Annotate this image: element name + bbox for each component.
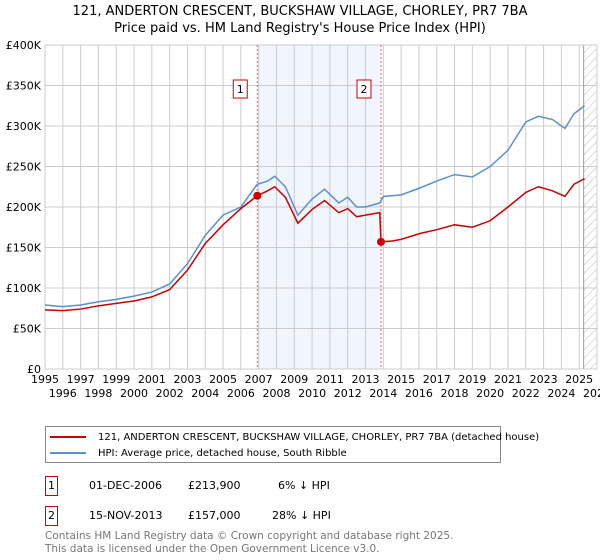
sale-point <box>377 237 386 246</box>
y-tick-label: £350K <box>6 80 42 93</box>
footer-line: This data is licensed under the Open Gov… <box>45 543 380 555</box>
sale-hpi-diff: 6% ↓ HPI <box>278 479 330 492</box>
x-tick-label: 2021 <box>494 373 522 386</box>
x-tick-label: 2002 <box>156 387 184 400</box>
x-tick-label: 2023 <box>530 373 558 386</box>
sale-point <box>253 191 262 200</box>
x-tick-label: 2007 <box>245 373 273 386</box>
legend-item-property: 121, ANDERTON CRESCENT, BUCKSHAW VILLAGE… <box>46 429 539 445</box>
legend-label: HPI: Average price, detached house, Sout… <box>98 447 347 459</box>
x-tick-label: 1995 <box>31 373 59 386</box>
sale-hpi-diff: 28% ↓ HPI <box>272 509 331 522</box>
x-tick-label: 2016 <box>405 387 433 400</box>
legend-swatch <box>50 436 86 438</box>
x-tick-label: 2015 <box>387 373 415 386</box>
legend-label: 121, ANDERTON CRESCENT, BUCKSHAW VILLAGE… <box>98 431 540 443</box>
chart-title: 121, ANDERTON CRESCENT, BUCKSHAW VILLAGE… <box>0 3 600 37</box>
y-tick-label: £50K <box>13 323 42 336</box>
sale-date: 01-DEC-2006 <box>89 479 163 492</box>
x-tick-label: 2014 <box>369 387 397 400</box>
x-tick-label: 2018 <box>441 387 469 400</box>
plot-area: 1995199619971998199920002001200220032004… <box>6 39 600 400</box>
sale-price: £213,900 <box>188 479 241 492</box>
sale-price: £157,000 <box>188 509 241 522</box>
footer-line: Contains HM Land Registry data © Crown c… <box>45 530 454 542</box>
sale-box-label: 2 <box>361 83 368 96</box>
legend: 121, ANDERTON CRESCENT, BUCKSHAW VILLAGE… <box>45 426 539 463</box>
x-tick-label: 2013 <box>352 373 380 386</box>
title-line: 121, ANDERTON CRESCENT, BUCKSHAW VILLAGE… <box>72 4 528 19</box>
x-tick-label: 2008 <box>262 387 290 400</box>
x-tick-label: 2012 <box>334 387 362 400</box>
series-line-property <box>44 177 585 312</box>
x-tick-label: 2003 <box>173 373 201 386</box>
x-tick-label: 2022 <box>512 387 540 400</box>
y-tick-label: £0 <box>27 363 41 376</box>
x-tick-label: 2001 <box>138 373 166 386</box>
x-tick-label: 2010 <box>298 387 326 400</box>
x-tick-label: 2006 <box>227 387 255 400</box>
series-line-hpi <box>44 105 585 308</box>
subtitle-line: Price paid vs. HM Land Registry's House … <box>114 21 486 36</box>
y-tick-label: £400K <box>6 39 42 52</box>
y-tick-label: £200K <box>6 201 42 214</box>
x-tick-label: 2025 <box>565 373 593 386</box>
x-tick-label: 1996 <box>49 387 77 400</box>
x-tick-label: 1999 <box>102 373 130 386</box>
x-tick-label: 2000 <box>120 387 148 400</box>
sale-box <box>232 79 248 99</box>
x-tick-label: 2009 <box>280 373 308 386</box>
y-tick-label: £300K <box>6 120 42 133</box>
x-tick-label: 2005 <box>209 373 237 386</box>
sale-marker-label: 1 <box>45 476 58 496</box>
x-tick-label: 2020 <box>476 387 504 400</box>
x-tick-label: 2024 <box>547 387 575 400</box>
x-tick-label: 2004 <box>191 387 219 400</box>
x-tick-label: 2017 <box>423 373 451 386</box>
sale-marker-label: 2 <box>45 506 58 526</box>
x-tick-label: 1998 <box>84 387 112 400</box>
footer: Contains HM Land Registry data © Crown c… <box>45 530 453 556</box>
x-tick-label: 2011 <box>316 373 344 386</box>
plot-border <box>44 44 598 370</box>
y-tick-label: £250K <box>6 161 42 174</box>
x-tick-label: 2019 <box>458 373 486 386</box>
sale-date: 15-NOV-2013 <box>89 509 163 522</box>
sale-box <box>356 79 372 99</box>
x-tick-label: 2026 <box>583 387 600 400</box>
sale-box-label: 1 <box>237 83 244 96</box>
x-tick-label: 1997 <box>67 373 95 386</box>
y-tick-label: £100K <box>6 282 42 295</box>
legend-swatch <box>50 452 86 454</box>
legend-item-hpi: HPI: Average price, detached house, Sout… <box>46 445 347 461</box>
y-tick-label: £150K <box>6 242 42 255</box>
